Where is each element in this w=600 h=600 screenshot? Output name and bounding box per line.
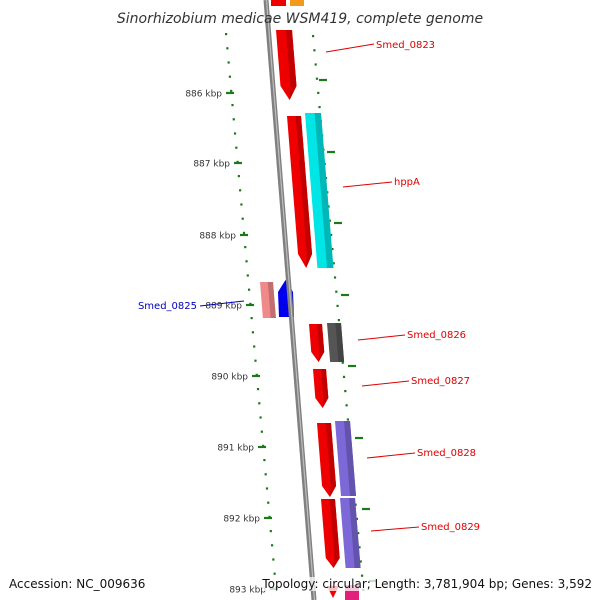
gene-smed-0829 (340, 498, 361, 568)
kbp-label-8: 893 kbp (229, 586, 266, 596)
gene-features (260, 0, 361, 600)
gene-smed-0823 (276, 30, 297, 100)
gene-labels: Smed_0823 hppA Smed_0825 Smed_0826 Smed_0827… (138, 40, 480, 533)
gene-smed-0826 (327, 323, 345, 362)
gene-smed-0829-red (321, 499, 340, 568)
genome-backbone (263, 0, 317, 600)
gene-label-smed-0827[interactable]: Smed_0827 (411, 376, 470, 387)
kbp-label-6: 891 kbp (217, 444, 254, 454)
kbp-label-3: 888 kbp (199, 232, 236, 242)
gene-label-smed-0826[interactable]: Smed_0826 (407, 330, 466, 341)
gene-hppa (305, 113, 334, 268)
kbp-label-1: 886 kbp (185, 90, 222, 100)
gene-smed-0828-red (317, 423, 337, 497)
gene-label-smed-0825[interactable]: Smed_0825 (138, 301, 197, 312)
map-title: Sinorhizobium medicae WSM419, complete g… (117, 11, 483, 27)
kbp-label-7: 892 kbp (223, 515, 260, 525)
leader-smed-0828 (366, 452, 416, 459)
leader-smed-0826 (357, 334, 406, 341)
gene-label-smed-0823[interactable]: Smed_0823 (376, 40, 435, 51)
gene-red-hppa-strand (287, 116, 313, 268)
leader-smed-0829 (370, 526, 420, 532)
gene-smed-0828 (335, 421, 356, 496)
leader-hppa (342, 181, 393, 188)
gene-smed-0825-pink (260, 282, 276, 318)
kbp-label-2: 887 kbp (193, 160, 230, 170)
leader-smed-0827 (361, 380, 410, 387)
gene-label-smed-0828[interactable]: Smed_0828 (417, 448, 476, 459)
leader-smed-0823 (325, 43, 375, 53)
gene-label-smed-0829[interactable]: Smed_0829 (421, 522, 480, 533)
kbp-label-4: 889 kbp (205, 302, 242, 312)
label-leader-lines (199, 43, 420, 532)
kbp-label-5: 890 kbp (211, 373, 248, 383)
leader-smed-0825 (199, 300, 245, 307)
topology-text: Topology: circular; Length: 3,781,904 bp… (262, 577, 592, 591)
gene-top-partial-red (271, 0, 286, 6)
gene-smed-0827 (313, 369, 329, 408)
gene-label-hppa[interactable]: hppA (394, 177, 420, 188)
gene-top-partial-orange (290, 0, 304, 6)
gene-smed-0826-red (309, 324, 325, 362)
backbone-highlight (265, 0, 316, 600)
accession-text: Accession: NC_009636 (9, 577, 146, 591)
